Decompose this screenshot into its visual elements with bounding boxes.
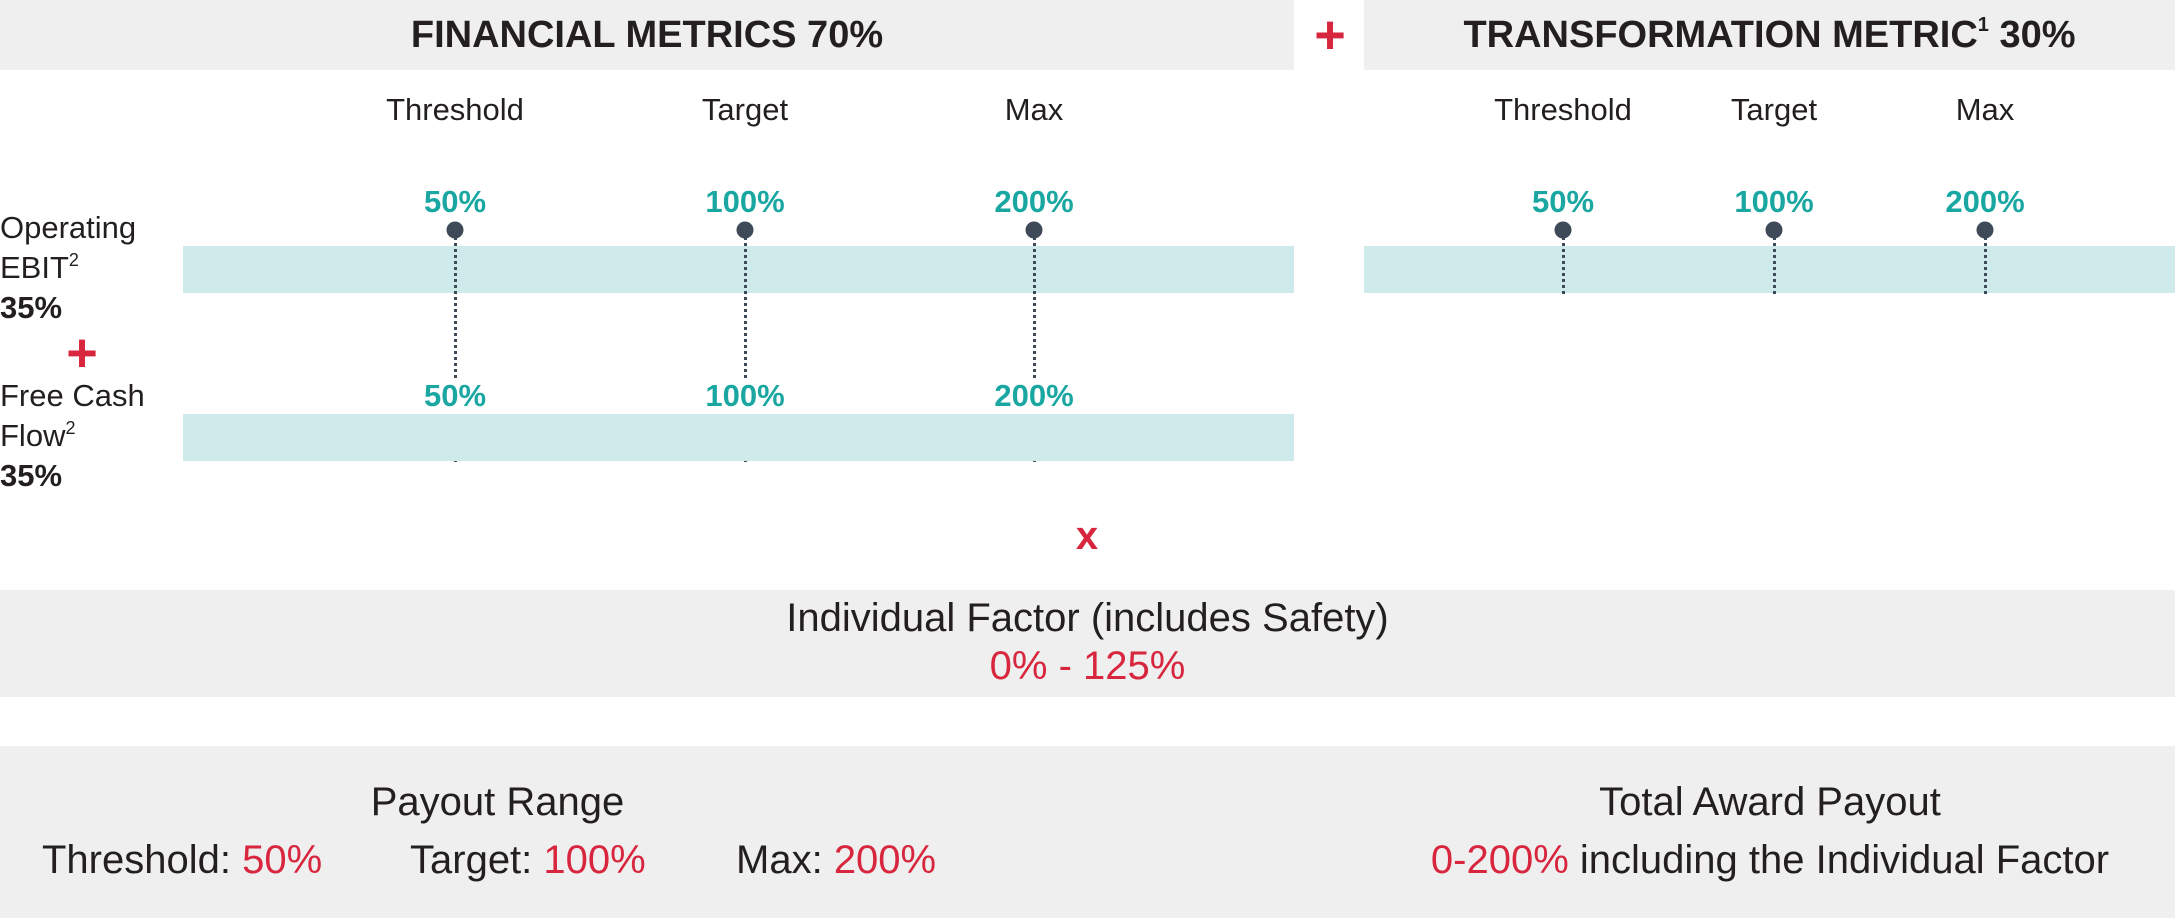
transformation-max-dot — [1976, 221, 1994, 239]
transformation-footnote: 1 — [1977, 14, 1989, 36]
payout-target-label: Target: — [410, 838, 533, 882]
transformation-point-max: 200% — [1945, 184, 2025, 219]
financial-header: FINANCIAL METRICS 70% — [0, 0, 1294, 70]
financial-col-threshold: Threshold — [386, 92, 524, 127]
financial-col-target: Target — [701, 92, 789, 127]
transformation-title-text: TRANSFORMATION METRIC — [1463, 14, 1978, 56]
transformation-band — [1364, 246, 2175, 293]
individual-factor-title: Individual Factor (includes Safety) — [786, 596, 1389, 640]
transformation-title: TRANSFORMATION METRIC1 30% — [1364, 0, 2175, 70]
plus-join-metrics: + — [66, 323, 98, 383]
payout-target-value: 100% — [543, 838, 646, 882]
transformation-weight: 30% — [1999, 14, 2076, 56]
payout-range-max: Max: 200% — [736, 836, 936, 884]
threshold-connector-line — [454, 230, 457, 462]
total-award-title: Total Award Payout — [1599, 780, 1941, 824]
total-award-value: 0-200% — [1430, 838, 1569, 882]
payout-max-value: 200% — [833, 838, 937, 882]
fcf-point-max: 200% — [988, 378, 1080, 414]
transformation-header: TRANSFORMATION METRIC1 30% — [1364, 0, 2175, 70]
transformation-threshold-dot — [1554, 221, 1572, 239]
transformation-target-line — [1773, 230, 1776, 294]
ebit-point-max: 200% — [994, 184, 1074, 219]
plus-join-header: + — [1314, 5, 1346, 65]
transformation-col-target: Target — [1730, 92, 1818, 127]
transformation-col-threshold: Threshold — [1494, 92, 1632, 127]
fcf-point-threshold: 50% — [417, 378, 493, 414]
fcf-point-target: 100% — [699, 378, 791, 414]
target-connector-line — [744, 230, 747, 462]
operating-ebit-band — [183, 246, 1294, 293]
payout-threshold-value: 50% — [242, 838, 323, 882]
total-award-line: 0-200% including the Individual Factor — [1370, 836, 2170, 884]
payout-threshold-label: Threshold: — [42, 838, 231, 882]
metric-name-line1: Free Cash — [0, 378, 145, 413]
metric-label-free-cash-flow: Free Cash Flow2 35% — [0, 376, 170, 496]
metric-weight: 35% — [0, 458, 63, 493]
transformation-target-dot — [1765, 221, 1783, 239]
individual-factor-panel: Individual Factor (includes Safety) 0% -… — [0, 590, 2175, 697]
transformation-max-line — [1984, 230, 1987, 294]
payout-panel: Payout Range Threshold: 50% Target: 100%… — [0, 746, 2175, 918]
payout-range-target: Target: 100% — [410, 836, 646, 884]
ebit-threshold-dot — [446, 221, 464, 239]
financial-title: FINANCIAL METRICS 70% — [410, 14, 884, 56]
transformation-threshold-line — [1562, 230, 1565, 294]
metric-label-operating-ebit: Operating EBIT2 35% — [0, 208, 170, 328]
individual-factor-range: 0% - 125% — [989, 644, 1186, 688]
metric-weight: 35% — [0, 290, 63, 325]
payout-max-label: Max: — [736, 838, 823, 882]
financial-col-max: Max — [1004, 92, 1064, 127]
total-award-suffix: including the Individual Factor — [1579, 838, 2110, 882]
metric-name-line1: Operating — [0, 210, 137, 245]
max-connector-line — [1033, 230, 1036, 462]
free-cash-flow-band — [183, 414, 1294, 461]
transformation-point-target: 100% — [1734, 184, 1814, 219]
payout-range-threshold: Threshold: 50% — [42, 836, 322, 884]
multiply-sign: x — [1075, 514, 1099, 558]
metric-name-line2: EBIT2 — [0, 250, 79, 285]
ebit-point-threshold: 50% — [423, 184, 487, 219]
ebit-max-dot — [1025, 221, 1043, 239]
ebit-target-dot — [736, 221, 754, 239]
metric-name-line2: Flow2 — [0, 418, 76, 453]
transformation-col-max: Max — [1955, 92, 2015, 127]
metric-footnote: 2 — [68, 250, 79, 270]
payout-range-title: Payout Range — [370, 780, 625, 824]
transformation-point-threshold: 50% — [1531, 184, 1595, 219]
metric-footnote: 2 — [65, 418, 76, 438]
ebit-point-target: 100% — [705, 184, 785, 219]
